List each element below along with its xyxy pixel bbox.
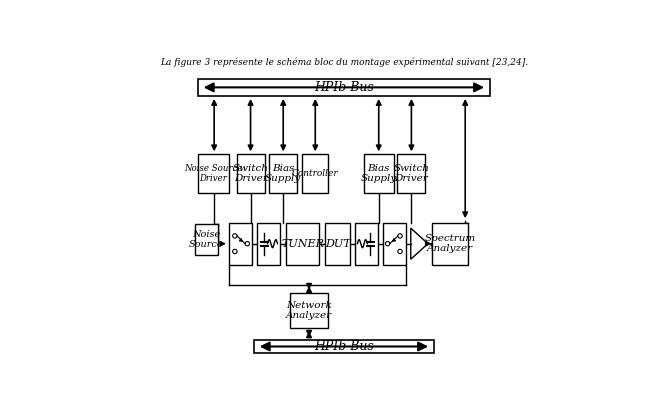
FancyBboxPatch shape <box>198 79 490 96</box>
Text: Switch
Driver: Switch Driver <box>393 164 429 183</box>
FancyBboxPatch shape <box>269 154 297 193</box>
FancyBboxPatch shape <box>302 154 328 193</box>
Text: Noise
Source: Noise Source <box>189 230 223 250</box>
Text: Noise Source
Driver: Noise Source Driver <box>184 164 242 183</box>
Text: HPIb Bus: HPIb Bus <box>314 81 374 94</box>
FancyBboxPatch shape <box>355 223 378 265</box>
FancyBboxPatch shape <box>198 154 229 193</box>
FancyBboxPatch shape <box>229 223 252 265</box>
FancyBboxPatch shape <box>257 223 280 265</box>
FancyBboxPatch shape <box>382 223 406 265</box>
Text: TUNER: TUNER <box>281 239 324 249</box>
FancyBboxPatch shape <box>364 154 394 193</box>
Text: Bias
Supply: Bias Supply <box>361 164 397 183</box>
Text: Spectrum
Analyzer: Spectrum Analyzer <box>424 234 476 253</box>
Text: Bias
Supply: Bias Supply <box>265 164 301 183</box>
Text: Switch
Driver: Switch Driver <box>233 164 268 183</box>
FancyBboxPatch shape <box>431 223 468 265</box>
Text: DUT: DUT <box>325 239 350 249</box>
Text: Controller: Controller <box>292 169 338 178</box>
FancyBboxPatch shape <box>254 340 434 354</box>
Text: HPIb Bus: HPIb Bus <box>314 340 374 353</box>
FancyBboxPatch shape <box>325 223 350 265</box>
FancyBboxPatch shape <box>237 154 264 193</box>
FancyBboxPatch shape <box>287 223 319 265</box>
FancyBboxPatch shape <box>195 224 218 255</box>
Text: La figure 3 représente le schéma bloc du montage expérimental suivant [23,24].: La figure 3 représente le schéma bloc du… <box>160 58 528 67</box>
Text: Network
Analyzer: Network Analyzer <box>286 301 332 320</box>
FancyBboxPatch shape <box>291 292 327 328</box>
FancyBboxPatch shape <box>397 154 425 193</box>
